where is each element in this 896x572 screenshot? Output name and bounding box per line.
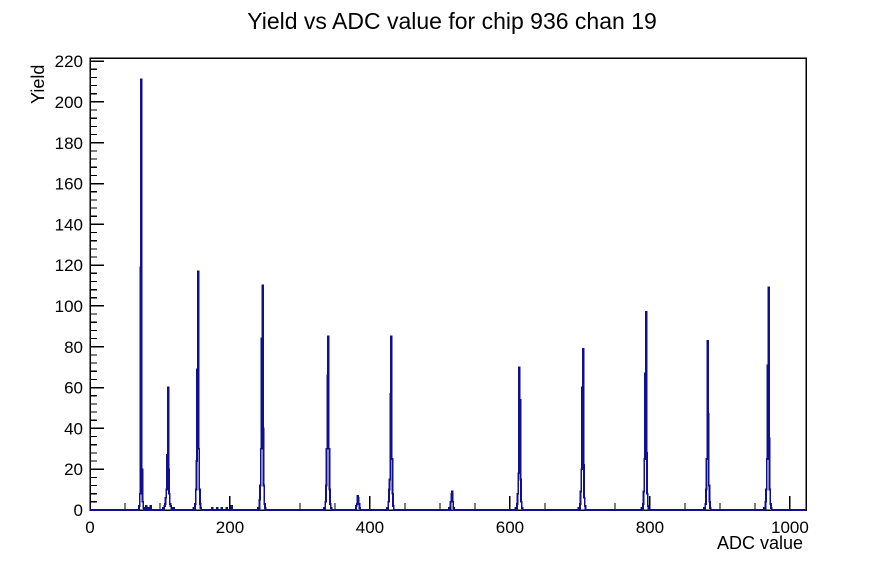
y-tick-label: 220	[55, 52, 83, 71]
x-tick-label: 200	[216, 518, 244, 537]
y-axis-label: Yield	[28, 65, 48, 104]
y-tick-label: 20	[64, 460, 83, 479]
chart-title: Yield vs ADC value for chip 936 chan 19	[247, 8, 657, 34]
x-axis-label: ADC value	[717, 533, 803, 553]
x-tick-label: 1000	[771, 518, 809, 537]
x-tick-label: 600	[496, 518, 524, 537]
y-tick-label: 160	[55, 175, 83, 194]
x-tick-label: 800	[636, 518, 664, 537]
y-tick-label: 80	[64, 338, 83, 357]
y-tick-label: 120	[55, 256, 83, 275]
y-tick-label: 40	[64, 419, 83, 438]
y-tick-label: 140	[55, 215, 83, 234]
y-tick-label: 60	[64, 379, 83, 398]
y-tick-label: 200	[55, 93, 83, 112]
y-tick-label: 100	[55, 297, 83, 316]
y-tick-label: 0	[74, 501, 83, 520]
x-tick-label: 0	[85, 518, 94, 537]
axis-ticks	[89, 60, 791, 511]
axis-tick-labels: 0 200 400 600 800 1000 0 20 40 60 80 100 120 140 160 18…	[55, 52, 809, 537]
x-tick-label: 400	[356, 518, 384, 537]
histogram-line	[90, 78, 806, 511]
y-tick-label: 180	[55, 134, 83, 153]
